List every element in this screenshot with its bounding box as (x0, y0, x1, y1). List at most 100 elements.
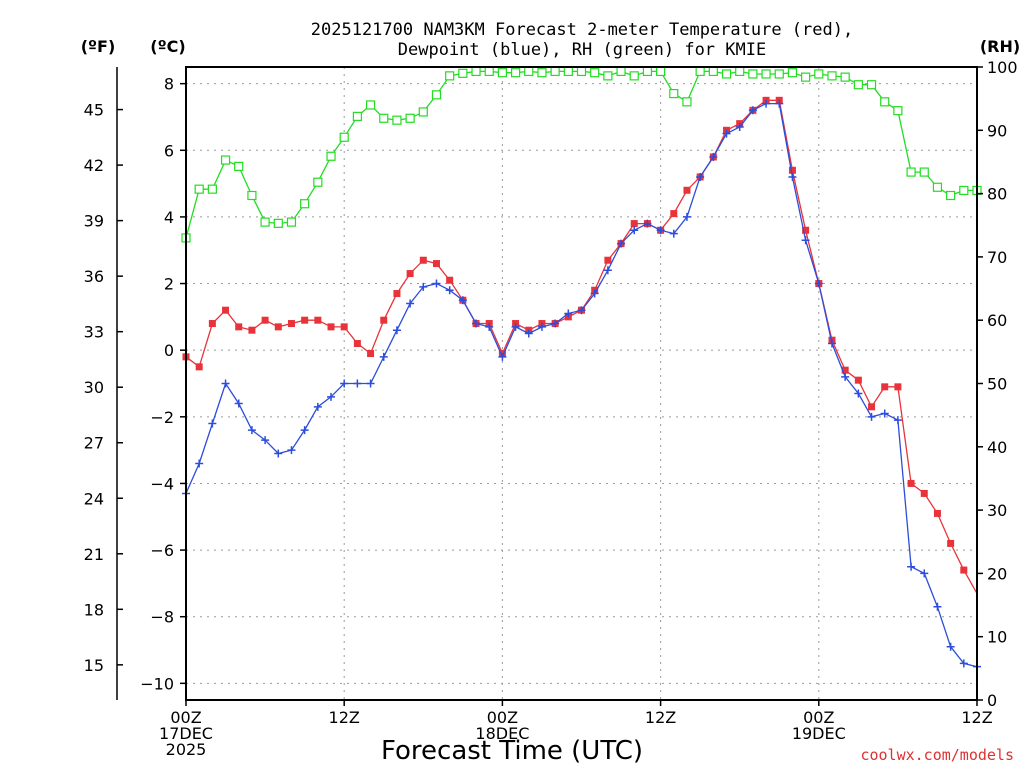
temperature-point (327, 323, 335, 331)
dewpoint-point (893, 416, 902, 425)
dewpoint-point (537, 322, 546, 331)
rh-point (550, 66, 560, 77)
dewpoint-point (524, 329, 533, 338)
temperature-point (920, 489, 928, 497)
series-line-temperature (185, 99, 978, 594)
rh-point (379, 113, 389, 123)
rh-point (207, 184, 217, 194)
temperature-point (314, 316, 322, 324)
x-tick-label: 00Z (487, 708, 518, 727)
dewpoint-point (340, 379, 349, 388)
dewpoint-point (907, 562, 916, 571)
dewpoint-point (287, 446, 296, 455)
temperature-point (208, 320, 216, 328)
rh-point (234, 161, 244, 171)
rh-point (431, 90, 442, 100)
temperature-point (907, 479, 915, 487)
x-axis-title: Forecast Time (UTC) (381, 736, 643, 766)
dewpoint-point (617, 239, 626, 248)
rh-point (695, 66, 705, 77)
rh-point (655, 66, 666, 77)
dewpoint-point (920, 569, 929, 578)
rh-tick-label: 50 (987, 375, 1007, 394)
rh-point (194, 184, 204, 194)
fahrenheit-tick-label: 30 (84, 378, 104, 397)
temperature-point (894, 383, 902, 391)
dewpoint-point (722, 129, 731, 138)
rh-point (537, 68, 547, 78)
temperature-point (432, 260, 440, 268)
rh-point (260, 217, 270, 227)
x-tick-label: 12Z (961, 708, 992, 727)
rh-point (326, 151, 336, 161)
celsius-tick-label: 4 (164, 208, 174, 227)
dewpoint-point (946, 642, 955, 651)
dewpoint-point (458, 296, 467, 305)
text-layer: 86420−2−4−6−8−10454239363330272421181510… (81, 20, 1020, 766)
fahrenheit-tick-label: 36 (84, 267, 104, 286)
dewpoint-point (274, 449, 283, 458)
dewpoint-point (603, 266, 612, 275)
dewpoint-point (867, 412, 876, 421)
dewpoint-point (353, 379, 362, 388)
fahrenheit-tick-label: 39 (84, 212, 104, 231)
rh-point (445, 71, 455, 81)
rh-tick-label: 30 (987, 501, 1007, 520)
dewpoint-point (762, 99, 771, 108)
rh-point (721, 69, 732, 79)
dewpoint-point (551, 319, 560, 328)
dewpoint-point (709, 152, 718, 161)
rh-point (471, 66, 481, 77)
dewpoint-point (748, 106, 757, 115)
dewpoint-point (682, 212, 691, 221)
dewpoint-point (432, 279, 441, 288)
fahrenheit-tick-label: 27 (84, 434, 104, 453)
rh-point (748, 69, 758, 79)
temperature-point (274, 323, 282, 331)
rh-point (510, 68, 521, 78)
dewpoint-point (327, 392, 336, 401)
rh-point (708, 66, 718, 77)
celsius-tick-label: −4 (150, 474, 174, 493)
temperature-point (683, 186, 691, 194)
dewpoint-point (498, 352, 507, 361)
rh-point (524, 66, 534, 77)
dewpoint-point (933, 602, 942, 611)
dewpoint-point (577, 306, 586, 315)
celsius-tick-label: −8 (150, 608, 174, 627)
temperature-point (933, 509, 941, 517)
rh-point (563, 66, 573, 77)
rh-point (300, 199, 310, 209)
series-layer (181, 66, 982, 671)
rh-point (959, 185, 969, 196)
rh-point (682, 97, 692, 107)
rh-point (774, 69, 784, 79)
rh-point (339, 132, 349, 142)
rh-point (484, 66, 494, 77)
dewpoint-point (801, 236, 810, 245)
dewpoint-point (419, 282, 428, 291)
dewpoint-point (656, 226, 665, 235)
dewpoint-point (564, 309, 573, 318)
temperature-point (446, 276, 454, 284)
rh-point (405, 113, 415, 123)
fahrenheit-tick-label: 15 (84, 656, 104, 675)
temperature-point (248, 326, 256, 334)
chart-title-line: 2025121700 NAM3KM Forecast 2-meter Tempe… (311, 20, 853, 40)
rh-point (787, 68, 798, 78)
rh-point (814, 69, 824, 79)
dewpoint-point (959, 659, 968, 668)
rh-point (629, 71, 639, 81)
dewpoint-point (814, 279, 823, 288)
temperature-point (393, 290, 401, 298)
dewpoint-point (195, 459, 204, 468)
rh-point (458, 68, 468, 78)
rh-point (932, 182, 943, 192)
temperature-point (340, 323, 348, 331)
fahrenheit-tick-label: 21 (84, 545, 104, 564)
rh-tick-label: 100 (987, 58, 1018, 77)
temperature-point (287, 320, 295, 328)
chart-title-line: Dewpoint (blue), RH (green) for KMIE (398, 40, 766, 60)
temperature-point (353, 340, 361, 348)
rh-point (273, 218, 283, 228)
